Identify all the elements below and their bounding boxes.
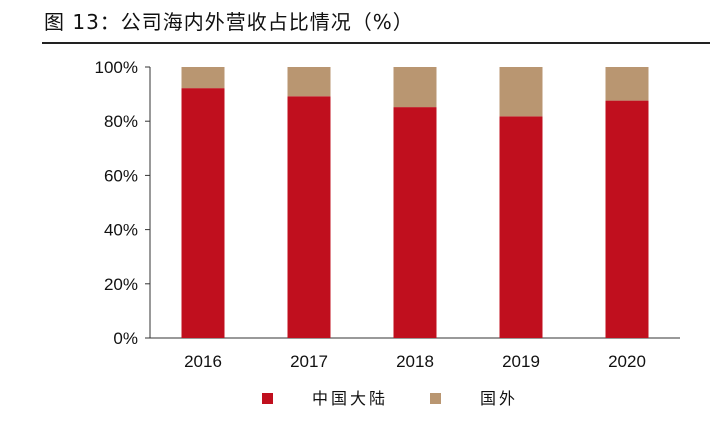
title-rule bbox=[42, 42, 710, 44]
legend-swatch bbox=[430, 393, 441, 404]
x-tick-label: 2020 bbox=[608, 352, 646, 371]
y-tick-label: 20% bbox=[104, 275, 138, 294]
bar-2016-国外 bbox=[181, 67, 225, 89]
bar-2020-中国大陆 bbox=[605, 100, 649, 338]
x-tick-label: 2017 bbox=[290, 352, 328, 371]
x-tick-label: 2018 bbox=[396, 352, 434, 371]
y-tick-label: 60% bbox=[104, 166, 138, 185]
chart-title: 图 13：公司海内外营收占比情况（%） bbox=[44, 10, 414, 34]
y-tick-label: 80% bbox=[104, 112, 138, 131]
bar-2018-国外 bbox=[393, 67, 437, 108]
bar-2016-中国大陆 bbox=[181, 88, 225, 338]
bar-2019-中国大陆 bbox=[499, 116, 543, 339]
y-tick-label: 40% bbox=[104, 221, 138, 240]
x-tick-label: 2019 bbox=[502, 352, 540, 371]
bar-2019-国外 bbox=[499, 67, 543, 117]
y-tick-label: 0% bbox=[113, 329, 138, 348]
legend-swatch bbox=[262, 393, 273, 404]
bar-2017-国外 bbox=[287, 67, 331, 97]
bar-2020-国外 bbox=[605, 67, 649, 101]
legend-label: 中国大陆 bbox=[312, 389, 388, 408]
legend-label: 国外 bbox=[480, 389, 518, 408]
bar-2017-中国大陆 bbox=[287, 96, 331, 338]
y-tick-label: 100% bbox=[95, 58, 138, 77]
x-tick-label: 2016 bbox=[184, 352, 222, 371]
bar-2018-中国大陆 bbox=[393, 107, 437, 338]
